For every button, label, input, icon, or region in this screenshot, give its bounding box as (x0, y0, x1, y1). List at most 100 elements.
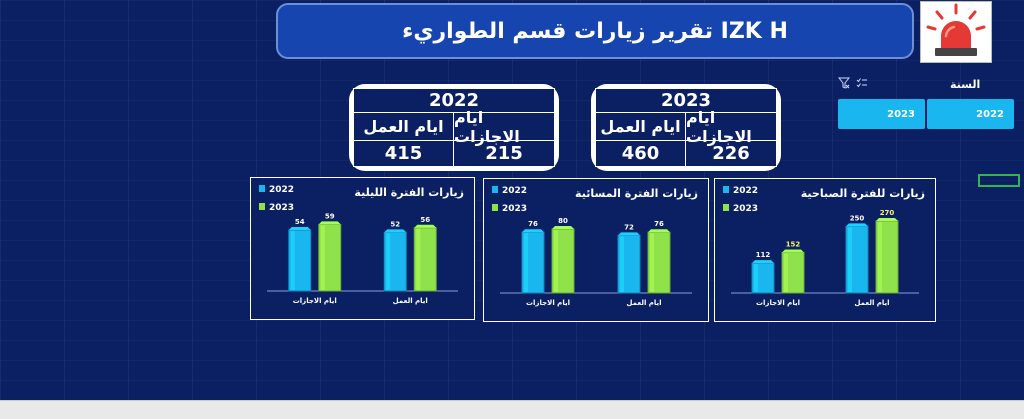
bar[interactable] (288, 227, 312, 292)
data-label: 80 (558, 217, 568, 225)
data-label: 76 (528, 220, 538, 228)
bar-top (318, 221, 341, 225)
legend-swatch (723, 204, 729, 211)
legend-swatch (723, 186, 729, 193)
bar[interactable] (318, 221, 342, 292)
bar-highlight (416, 228, 421, 290)
bar[interactable] (521, 229, 545, 294)
category-label: ايام الاجازات (526, 299, 570, 307)
data-label: 54 (295, 218, 305, 226)
kpi-card-2022: 2022 ايام العمل ايام الاجازات 415 215 (349, 84, 559, 171)
kpi-table: 2022 ايام العمل ايام الاجازات 415 215 (353, 88, 555, 167)
category-label: ايام الاجازات (293, 297, 337, 305)
category-label: ايام العمل (626, 299, 661, 307)
data-label: 59 (325, 212, 335, 220)
bar[interactable] (551, 226, 575, 294)
bar-top (288, 227, 311, 231)
legend-label: 2022 (733, 186, 758, 196)
bar-top (846, 223, 868, 227)
bar-top (414, 224, 437, 228)
bar-top (384, 229, 407, 233)
kpi-table: 2023 ايام العمل ايام الاجازات 460 226 (595, 88, 777, 167)
bar[interactable] (845, 223, 869, 294)
kpi-work-value: 460 (596, 141, 686, 166)
kpi-work-label: ايام العمل (596, 113, 686, 141)
kpi-holiday-label: ايام الاجازات (454, 108, 554, 146)
selected-cell[interactable] (978, 174, 1020, 187)
bar-highlight (290, 231, 295, 290)
bar-highlight (620, 236, 624, 292)
bar-top (782, 249, 804, 253)
chart-night-visits[interactable]: زيارات الفترة الليلية 2022 2023 52 56 ايام ال… (250, 177, 475, 320)
siren-icon (926, 3, 986, 56)
legend-label: 2022 (502, 186, 527, 196)
category-label: ايام العمل (393, 297, 428, 305)
data-label: 270 (880, 209, 895, 217)
kpi-work-value: 415 (354, 141, 454, 166)
legend-label: 2023 (733, 204, 758, 214)
chart-svg: زيارات للفترة الصباحية 2022 2023 250 270 ايام… (723, 186, 925, 307)
siren-logo (920, 1, 992, 63)
category-label: ايام الاجازات (756, 299, 800, 307)
year-slicer-toolbar (838, 77, 868, 89)
legend-swatch (259, 185, 265, 192)
chart-title: زيارات للفترة الصباحية (801, 187, 925, 200)
bar-highlight (386, 233, 391, 290)
legend-label: 2023 (502, 204, 527, 214)
bar[interactable] (781, 249, 805, 294)
bar[interactable] (647, 229, 671, 294)
data-label: 72 (624, 223, 634, 231)
kpi-holiday-label: ايام الاجازات (686, 108, 776, 146)
kpi-year: 2023 (596, 89, 776, 113)
year-slicer-label: السنة (950, 78, 981, 91)
legend-label: 2022 (269, 185, 294, 195)
bar-top (552, 226, 574, 229)
chart-evening-visits[interactable]: زيارات الفترة المسائية 2022 2023 72 76 ايام ا… (483, 178, 709, 322)
bar-top (618, 232, 640, 236)
legend-label: 2023 (269, 203, 294, 213)
slicer-item-label: 2023 (887, 108, 915, 120)
kpi-card-2023: 2023 ايام العمل ايام الاجازات 460 226 (591, 84, 781, 171)
chart-title: زيارات الفترة المسائية (575, 187, 698, 200)
bar-highlight (878, 222, 882, 292)
report-title-banner: تقرير زيارات قسم الطواريء IZK H (276, 3, 914, 59)
bar-highlight (784, 253, 788, 292)
report-title: تقرير زيارات قسم الطواريء IZK H (402, 18, 788, 44)
clear-filter-icon[interactable] (838, 77, 850, 89)
multi-select-icon[interactable] (856, 77, 868, 89)
bar-highlight (650, 233, 654, 292)
bar[interactable] (617, 232, 641, 294)
slicer-item-2023[interactable]: 2023 (838, 99, 925, 129)
chart-svg: زيارات الفترة المسائية 2022 2023 72 76 ايام ا… (492, 186, 698, 307)
data-label: 250 (850, 214, 865, 222)
bar-top (648, 229, 670, 233)
bar[interactable] (383, 229, 407, 292)
slicer-item-label: 2022 (976, 108, 1004, 120)
legend-swatch (259, 203, 265, 210)
slicer-item-2022[interactable]: 2022 (927, 99, 1014, 129)
bar[interactable] (875, 218, 899, 294)
kpi-holiday-value: 226 (712, 143, 750, 164)
data-label: 112 (756, 251, 771, 259)
kpi-year: 2022 (354, 89, 554, 113)
category-label: ايام العمل (854, 299, 889, 307)
chart-svg: زيارات الفترة الليلية 2022 2023 52 56 ايام ال… (259, 185, 464, 305)
bar-top (752, 260, 774, 264)
bar-highlight (554, 230, 558, 292)
chart-title: زيارات الفترة الليلية (354, 186, 464, 199)
sheet-bottom-bar (0, 400, 1024, 419)
chart-morning-visits[interactable]: زيارات للفترة الصباحية 2022 2023 250 270 ايام… (714, 178, 936, 322)
bar[interactable] (751, 260, 775, 294)
bar-highlight (848, 227, 852, 292)
bar-highlight (320, 225, 325, 290)
data-label: 52 (390, 220, 400, 228)
bar[interactable] (413, 224, 437, 292)
bar-highlight (524, 233, 528, 292)
bar-highlight (754, 264, 758, 292)
kpi-work-label: ايام العمل (354, 113, 454, 141)
data-label: 56 (420, 216, 430, 224)
bar-top (522, 229, 544, 233)
bar-top (876, 218, 898, 221)
data-label: 76 (654, 220, 664, 228)
data-label: 152 (786, 240, 801, 248)
